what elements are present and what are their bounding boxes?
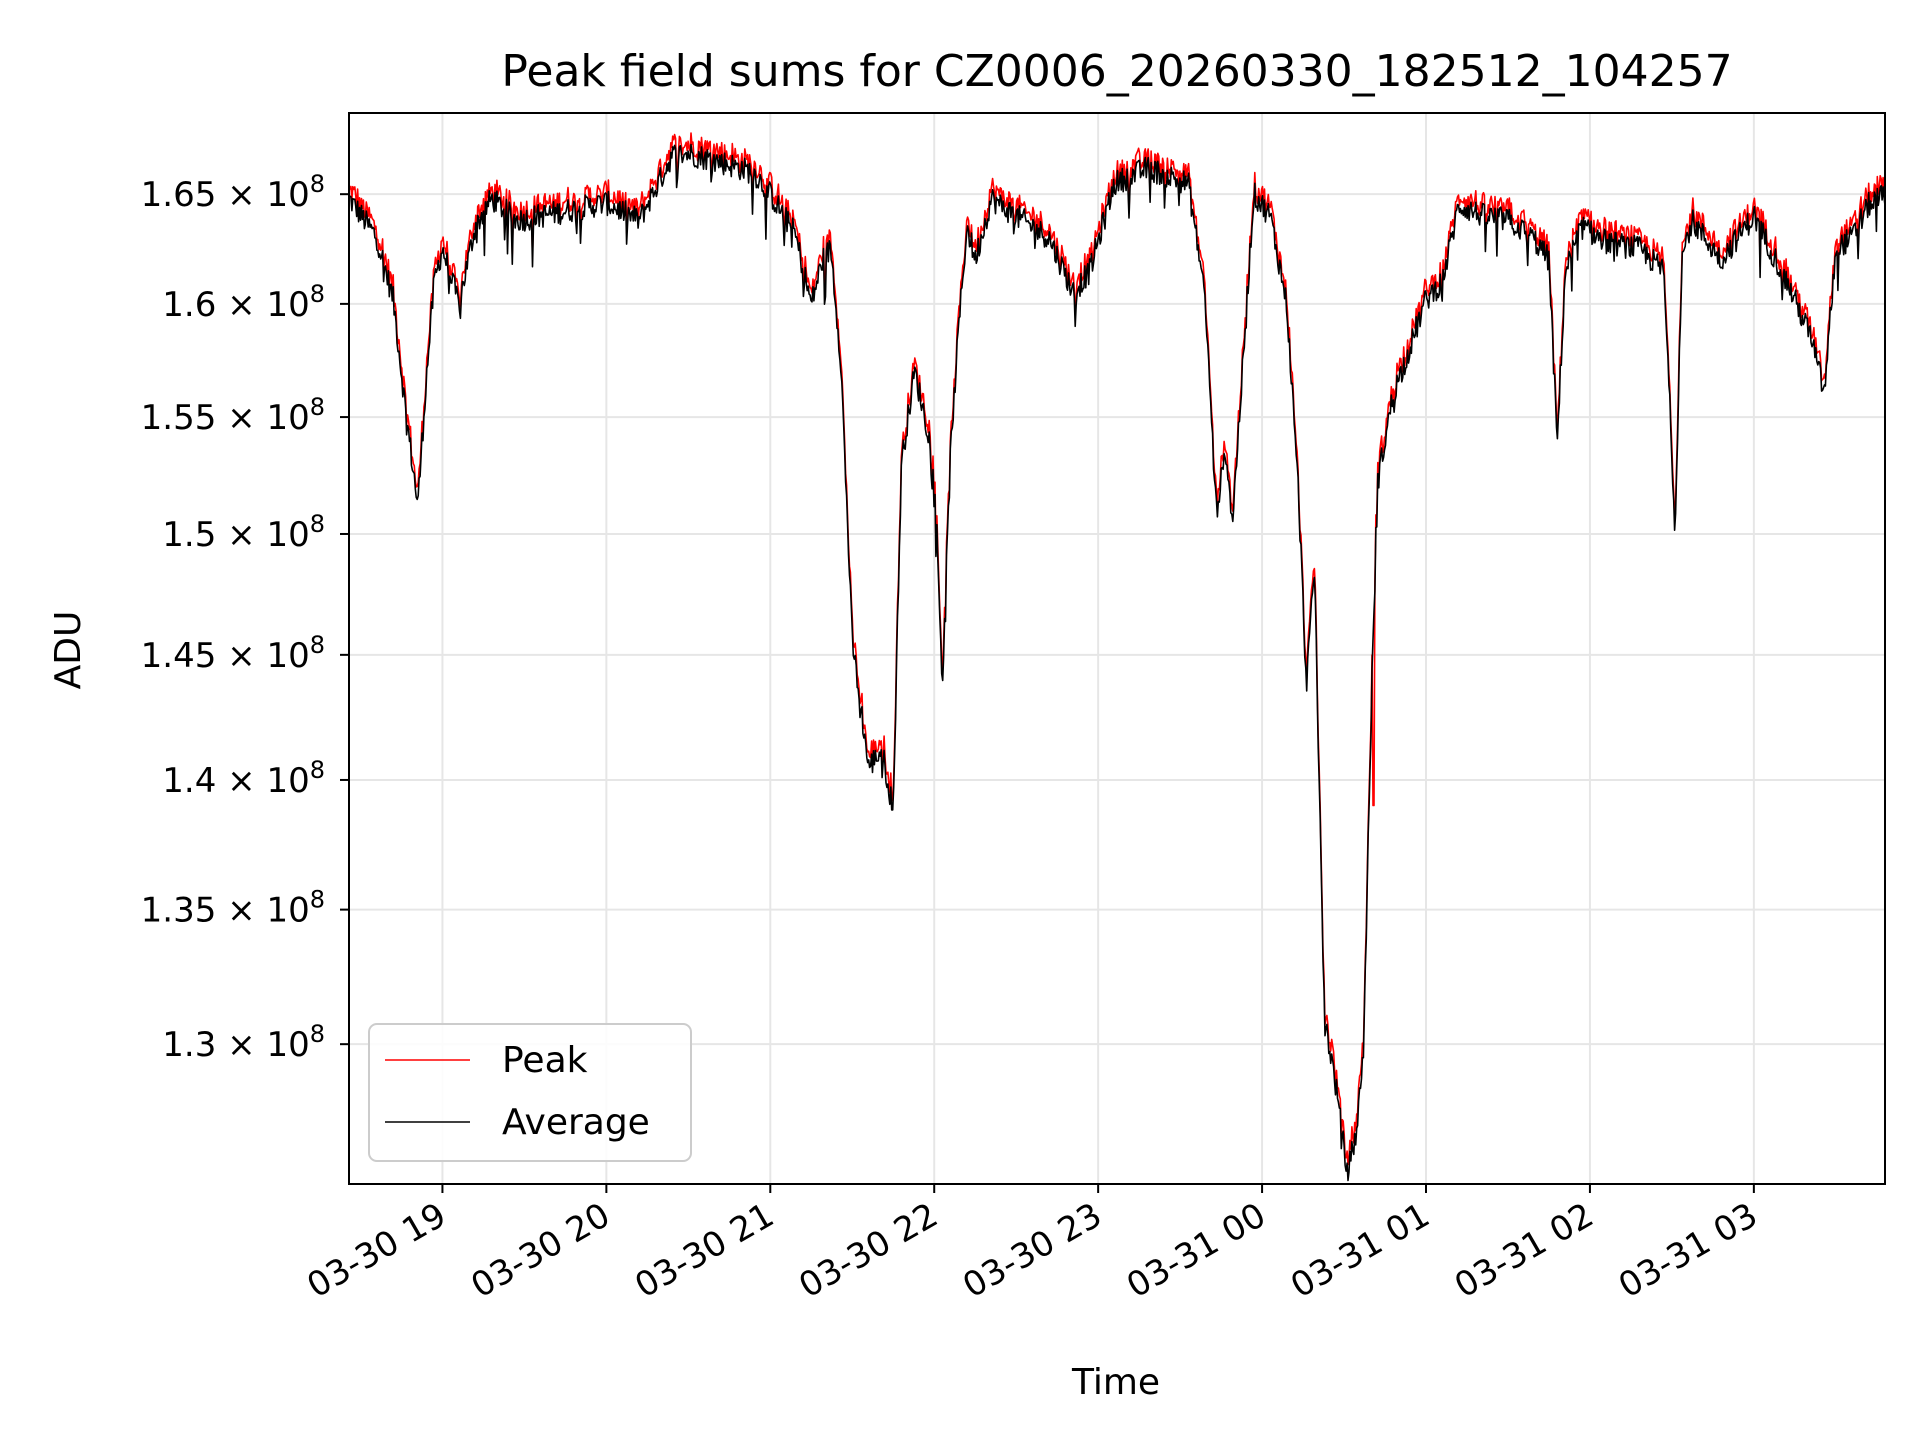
legend-peak-label: Peak bbox=[502, 1040, 588, 1081]
x-axis-title: Time bbox=[1071, 1362, 1160, 1403]
y-tick-label: 1.5 × 108 bbox=[162, 510, 325, 555]
series-line-average bbox=[348, 143, 1886, 1182]
series-layer bbox=[348, 132, 1886, 1182]
grid bbox=[349, 113, 1885, 1184]
series-line-peak bbox=[348, 132, 1886, 1166]
y-tick-label: 1.4 × 108 bbox=[162, 756, 325, 801]
y-tick-label: 1.3 × 108 bbox=[162, 1020, 325, 1065]
legend-box bbox=[368, 1023, 692, 1162]
y-axis: 1.3 × 108 1.35 × 108 1.4 × 108 1.45 × 108 1.… bbox=[141, 170, 349, 1065]
plot-frame bbox=[348, 112, 1886, 1185]
y-tick-label: 1.65 × 108 bbox=[141, 170, 325, 215]
y-tick-label: 1.45 × 108 bbox=[141, 631, 325, 676]
y-tick-label: 1.55 × 108 bbox=[141, 393, 325, 438]
legend: Peak Average bbox=[368, 1023, 692, 1162]
y-axis-title: ADU bbox=[48, 611, 89, 690]
chart-title: Peak field sums for CZ0006_20260330_1825… bbox=[501, 46, 1732, 97]
y-tick-label: 1.35 × 108 bbox=[141, 886, 325, 931]
y-tick-label: 1.6 × 108 bbox=[162, 280, 325, 325]
legend-average-label: Average bbox=[502, 1102, 650, 1143]
